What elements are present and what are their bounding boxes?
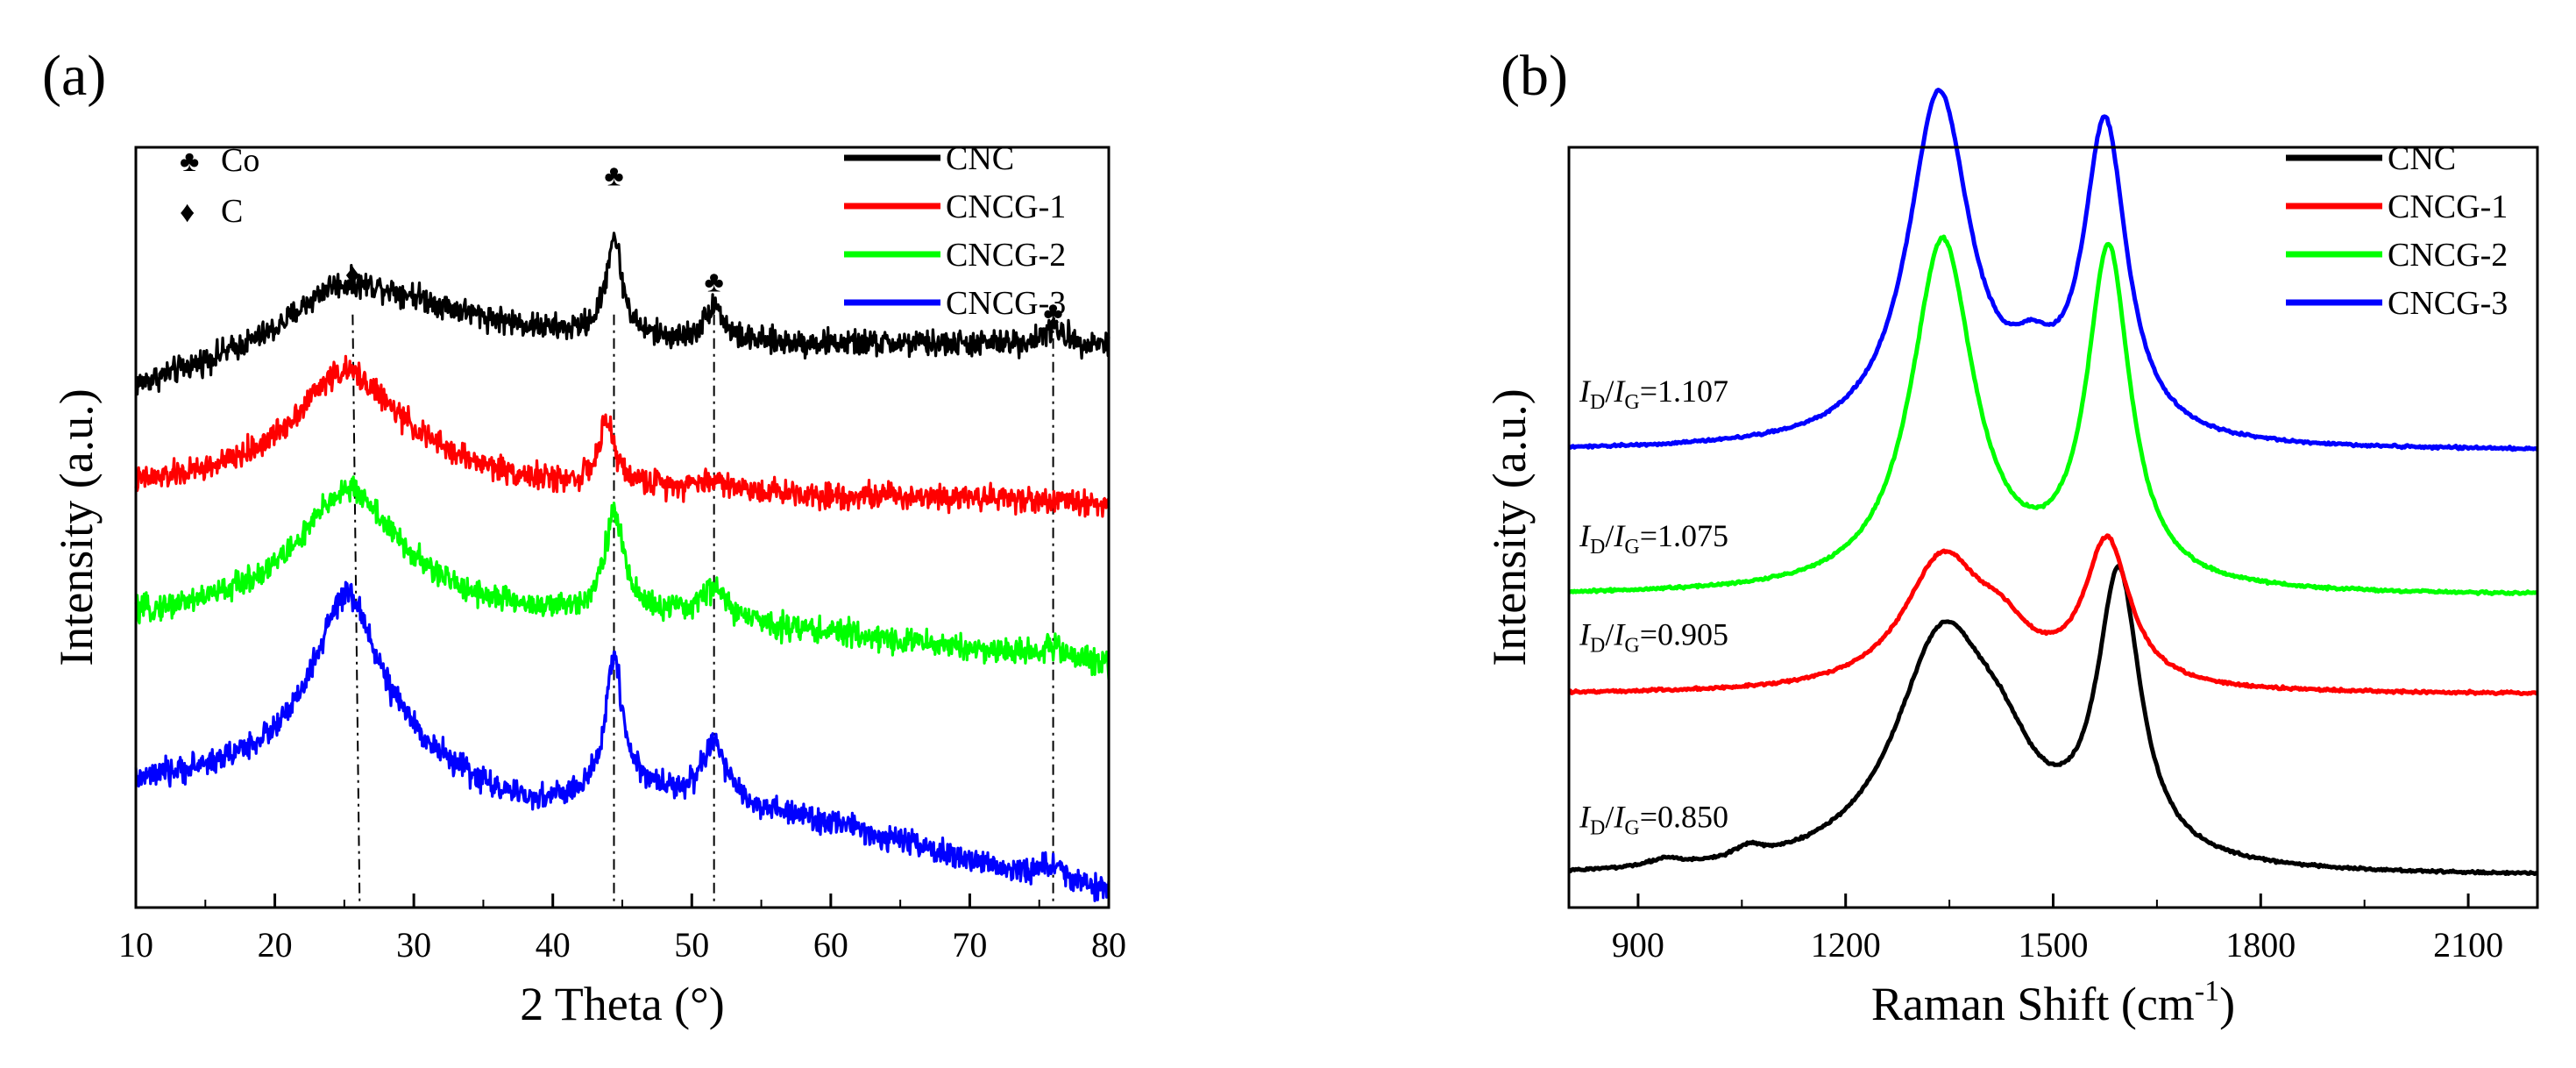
x-tick-label: 60 [813, 925, 848, 965]
ratio-label-cncg-1: ID/IG=0.905 [1579, 617, 1728, 658]
x-tick-label: 2100 [2433, 925, 2503, 965]
peak-marker: ♣ [604, 160, 623, 192]
legend-label-cncg-2: CNCG-2 [2388, 237, 2508, 274]
series-line-cncg-1 [134, 354, 1111, 518]
panel-a-y-axis-label: Intensity (a.u.) [50, 388, 103, 666]
x-tick-label: 40 [536, 925, 571, 965]
series-line-cncg-2 [134, 475, 1111, 680]
ratio-value: =1.075 [1640, 518, 1728, 553]
panel-a-x-ticks: 10 20 30 40 50 60 70 80 [118, 894, 1126, 965]
x-tick-label: 1500 [2019, 925, 2089, 965]
x-tick-label: 30 [396, 925, 431, 965]
x-tick-label: 70 [952, 925, 987, 965]
series-line-cncg-2 [1568, 234, 2538, 596]
peak-marker: ♦ [345, 259, 360, 291]
x-tick-label: 50 [674, 925, 709, 965]
x-axis-label-main: Raman Shift (cm [1871, 978, 2195, 1030]
reference-line-0 [351, 314, 361, 908]
panel-a-x-axis-label: 2 Theta (°) [520, 978, 725, 1030]
marker-legend-label: Co [221, 142, 259, 179]
series-line-cncg-1 [1567, 533, 2538, 696]
series-line-cncg-3 [134, 580, 1111, 902]
legend-label-cncg-1: CNCG-1 [946, 189, 1066, 225]
panel-b-series [1567, 88, 2539, 877]
ratio-value: =1.107 [1640, 374, 1728, 409]
panel-a-marker-legend: ♣ Co ♦ C [180, 142, 259, 230]
marker-legend-label: C [221, 193, 243, 230]
legend-label-cnc: CNC [946, 140, 1014, 177]
marker-legend-symbol: ♦ [180, 196, 195, 229]
panel-a-reference-lines [351, 314, 1054, 908]
ratio-label-cncg-2: ID/IG=1.075 [1579, 518, 1728, 559]
marker-legend-symbol: ♣ [180, 146, 199, 178]
legend-label-cncg-3: CNCG-3 [946, 285, 1066, 322]
x-tick-label: 80 [1091, 925, 1126, 965]
panel-a-peak-markers: ♦ ♣ ♣ ♣ [345, 160, 1063, 329]
panel-a-legend: CNC CNCG-1 CNCG-2 CNCG-3 [844, 140, 1066, 322]
panel-a-series [134, 231, 1111, 902]
series-line-cnc [134, 231, 1111, 396]
legend-label-cncg-1: CNCG-1 [2388, 189, 2508, 225]
panel-a-xrd: (a) 10 20 30 40 50 60 70 80 ♦ ♣ ♣ ♣ ♣ Co ♦ C CNC CNCG-… [42, 44, 1126, 1030]
ratio-value: =0.905 [1640, 617, 1728, 652]
x-axis-label-end: ) [2219, 978, 2235, 1030]
panel-b-x-ticks: 900 1200 1500 1800 2100 [1612, 894, 2503, 965]
peak-marker: ♣ [705, 267, 724, 299]
x-tick-label: 10 [118, 925, 153, 965]
panel-b-x-axis-label: Raman Shift (cm-1) [1871, 975, 2235, 1030]
ratio-label-cncg-3: ID/IG=1.107 [1579, 374, 1728, 414]
x-axis-label-superscript: -1 [2195, 975, 2219, 1007]
ratio-label-cnc: ID/IG=0.850 [1579, 800, 1728, 840]
panel-b-y-axis-label: Intensity (a.u.) [1483, 388, 1536, 666]
panel-a-label: (a) [42, 44, 106, 108]
legend-label-cncg-2: CNCG-2 [946, 237, 1066, 274]
peak-marker: ♣ [1043, 296, 1062, 329]
panel-b-label: (b) [1501, 44, 1568, 108]
x-tick-label: 20 [258, 925, 293, 965]
panel-b-ratio-labels: ID/IG=0.850 ID/IG=0.905 ID/IG=1.075 ID/IG=1… [1579, 374, 1728, 840]
legend-label-cnc: CNC [2388, 140, 2456, 177]
legend-label-cncg-3: CNCG-3 [2388, 285, 2508, 322]
series-line-cncg-3 [1568, 88, 2539, 452]
panel-b-legend: CNC CNCG-1 CNCG-2 CNCG-3 [2286, 140, 2508, 322]
panel-b-raman: (b) 900 1200 1500 1800 2100 ID/IG=0.850ID/IG… [1483, 44, 2539, 1030]
ratio-value: =0.850 [1640, 800, 1728, 835]
series-line-cnc [1567, 564, 2539, 877]
x-tick-label: 900 [1612, 925, 1664, 965]
x-tick-label: 1800 [2225, 925, 2296, 965]
x-tick-label: 1200 [1811, 925, 1881, 965]
